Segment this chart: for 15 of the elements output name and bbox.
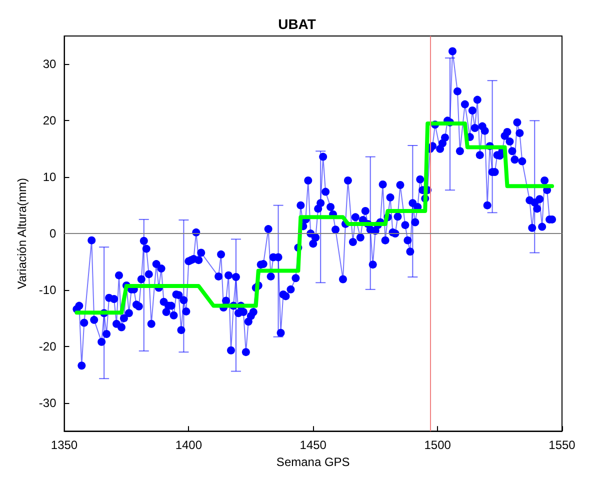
y-tick-label: -30 — [38, 396, 57, 410]
y-tick-label: 20 — [42, 114, 57, 128]
y-tick-label: -10 — [38, 282, 57, 297]
x-tick-label: 1400 — [175, 438, 202, 452]
x-tick-label: 1500 — [424, 438, 452, 452]
y-tick-label: 30 — [42, 57, 57, 72]
y-tick-label: 0 — [50, 226, 57, 241]
y-tick-label: -20 — [38, 339, 57, 354]
x-tick-label: 1550 — [548, 438, 576, 452]
x-axis-title: Semana GPS — [276, 455, 350, 469]
chart-title: UBAT — [278, 16, 316, 32]
y-tick-label: 10 — [42, 170, 57, 184]
x-tick-label: 1450 — [300, 438, 327, 452]
x-tick-label: 1350 — [50, 438, 78, 452]
y-axis-title: Variación Altura(mm) — [15, 178, 29, 290]
